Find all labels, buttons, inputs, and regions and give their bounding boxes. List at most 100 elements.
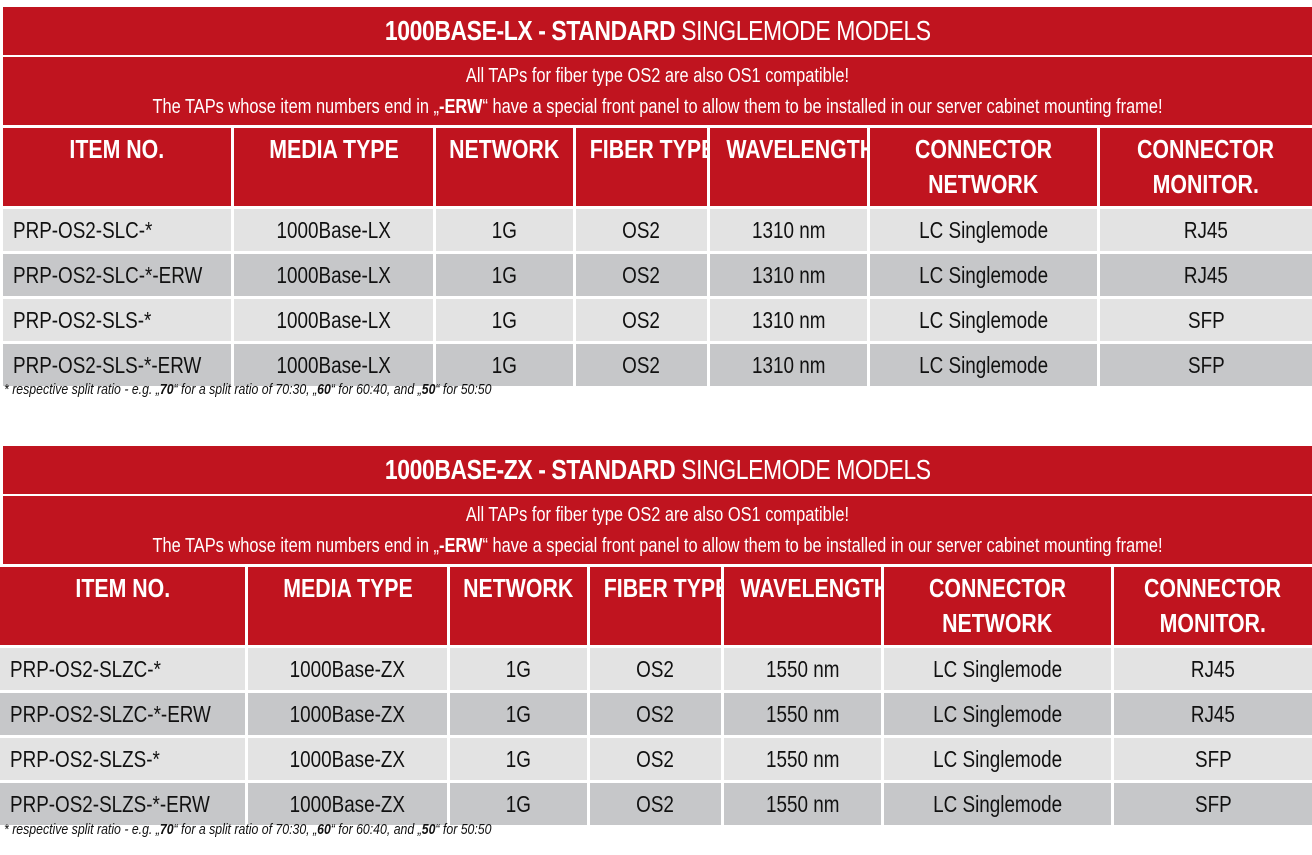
table-cell: 1550 nm (724, 648, 881, 690)
footnote-part: * respective split ratio - e.g. „ (4, 821, 160, 838)
column-header-line: MEDIA TYPE (248, 571, 447, 606)
cell-value: PRP-OS2-SLS-* (13, 306, 152, 333)
cell-value: 1310 nm (751, 351, 826, 378)
section-title-text: 1000BASE-LX - STANDARD SINGLEMODE MODELS (385, 7, 931, 55)
column-header-line: MONITOR. (1100, 167, 1312, 202)
item-number-cell: PRP-OS2-SLS-*-ERW (3, 344, 231, 386)
cell-value: PRP-OS2-SLZS-*-ERW (10, 790, 210, 817)
column-header-text: ITEM NO. (69, 134, 165, 164)
column-header-line: FIBER TYPE (590, 571, 730, 606)
column-header: MEDIA TYPE (234, 128, 433, 206)
cell-value: 1G (505, 745, 532, 772)
column-header-text: FIBER TYPE (589, 134, 716, 164)
notice-line-os1: All TAPs for fiber type OS2 are also OS1… (465, 65, 850, 87)
table-cell: OS2 (576, 299, 707, 341)
table-cell: 1550 nm (724, 738, 881, 780)
cell-value: PRP-OS2-SLC-*-ERW (13, 261, 203, 288)
section-title-bold: 1000BASE-LX - STANDARD (384, 15, 676, 46)
split-ratio-footnote: * respective split ratio - e.g. „70 “ for… (4, 381, 491, 398)
cell-value: 1000Base-ZX (289, 700, 406, 727)
cell-value: 1G (491, 306, 518, 333)
cell-value: 1000Base-LX (276, 351, 391, 378)
notice-line-os1: All TAPs for fiber type OS2 are also OS1… (465, 504, 850, 526)
item-number-cell: PRP-OS2-SLC-* (3, 209, 231, 251)
footnote-part: * respective split ratio - e.g. „ (4, 381, 160, 398)
column-header-text: WAVELENGTH (740, 573, 890, 603)
table-cell: 1G (436, 299, 573, 341)
notice-erw-prefix: The TAPs whose item numbers end in „ (152, 96, 440, 118)
column-header-line: NETWORK (436, 132, 573, 167)
table-cell: LC Singlemode (870, 299, 1097, 341)
column-header: FIBER TYPE (590, 567, 730, 645)
cell-value: 1000Base-LX (276, 261, 391, 288)
cell-value: PRP-OS2-SLZC-*-ERW (10, 700, 211, 727)
column-header-line: MONITOR. (1114, 606, 1312, 641)
section-title-bold: 1000BASE-ZX - STANDARD (384, 454, 676, 485)
table-cell: 1000Base-LX (234, 344, 433, 386)
table-cell: OS2 (576, 254, 707, 296)
item-number-cell: PRP-OS2-SLZS-*-ERW (0, 783, 245, 825)
column-header: WAVELENGTH (710, 128, 875, 206)
footnote-part: 70 (159, 381, 174, 398)
table-cell: RJ45 (1100, 209, 1312, 251)
table-cell: OS2 (590, 648, 721, 690)
footnote-part: 60 (317, 381, 331, 398)
cell-value: 1550 nm (765, 745, 840, 772)
table-cell: RJ45 (1114, 648, 1312, 690)
column-header-text: NETWORK (942, 608, 1053, 638)
notice-erw-suffix: -ERW (439, 535, 483, 557)
cell-value: RJ45 (1183, 216, 1229, 243)
cell-value: LC Singlemode (933, 790, 1062, 817)
cell-value: LC Singlemode (933, 745, 1062, 772)
cell-value: OS2 (622, 261, 661, 288)
notice-line-erw: The TAPs whose item numbers end in „-ERW… (121, 531, 1194, 562)
column-header-text: MONITOR. (1152, 169, 1260, 199)
cell-value: 1G (505, 700, 532, 727)
table-cell: 1G (436, 209, 573, 251)
table-cell: OS2 (576, 209, 707, 251)
table-cell: OS2 (590, 783, 721, 825)
cell-value: 1310 nm (751, 306, 826, 333)
footnote-part: “ for 60:40, and „ (330, 381, 422, 398)
column-header-line: CONNECTOR (870, 132, 1097, 167)
table-cell: 1310 nm (710, 254, 867, 296)
cell-value: 1000Base-ZX (289, 745, 406, 772)
cell-value: 1G (505, 655, 532, 682)
table-cell: 1000Base-LX (234, 209, 433, 251)
section-title-light: SINGLEMODE MODELS (680, 454, 931, 485)
item-number-cell: PRP-OS2-SLZC-* (0, 648, 245, 690)
cell-value: LC Singlemode (933, 700, 1062, 727)
cell-value: OS2 (636, 655, 675, 682)
table-cell: LC Singlemode (884, 648, 1111, 690)
column-header-line: NETWORK (870, 167, 1097, 202)
table-cell: 1310 nm (710, 344, 867, 386)
column-header: FIBER TYPE (576, 128, 715, 206)
table-cell: 1000Base-ZX (248, 783, 447, 825)
cell-value: 1G (491, 261, 518, 288)
column-header-text: NETWORK (449, 134, 560, 164)
column-header-line: CONNECTOR (884, 571, 1111, 606)
section-title: 1000BASE-LX - STANDARD SINGLEMODE MODELS (3, 7, 1312, 55)
column-header-line: ITEM NO. (0, 571, 245, 606)
table-cell: OS2 (590, 693, 721, 735)
column-header-text: NETWORK (928, 169, 1039, 199)
table-cell: 1G (450, 738, 587, 780)
cell-value: 1310 nm (751, 261, 826, 288)
table-cell: 1000Base-ZX (248, 693, 447, 735)
table-cell: 1000Base-LX (234, 299, 433, 341)
notice-erw-suffix: -ERW (439, 96, 483, 118)
cell-value: LC Singlemode (919, 216, 1048, 243)
table-cell: LC Singlemode (870, 254, 1097, 296)
column-header-text: FIBER TYPE (603, 573, 730, 603)
section-title: 1000BASE-ZX - STANDARD SINGLEMODE MODELS (3, 446, 1312, 494)
cell-value: RJ45 (1183, 261, 1229, 288)
item-number-cell: PRP-OS2-SLC-*-ERW (3, 254, 231, 296)
section-title-text: 1000BASE-ZX - STANDARD SINGLEMODE MODELS (385, 446, 931, 494)
footnote-part: “ for 50:50 (435, 821, 492, 838)
cell-value: SFP (1194, 745, 1232, 772)
footnote-part: “ for a split ratio of 70:30, „ (173, 821, 318, 838)
column-header: CONNECTOR NETWORK (884, 567, 1111, 645)
cell-value: SFP (1187, 306, 1225, 333)
cell-value: OS2 (622, 306, 661, 333)
cell-value: PRP-OS2-SLC-* (13, 216, 153, 243)
